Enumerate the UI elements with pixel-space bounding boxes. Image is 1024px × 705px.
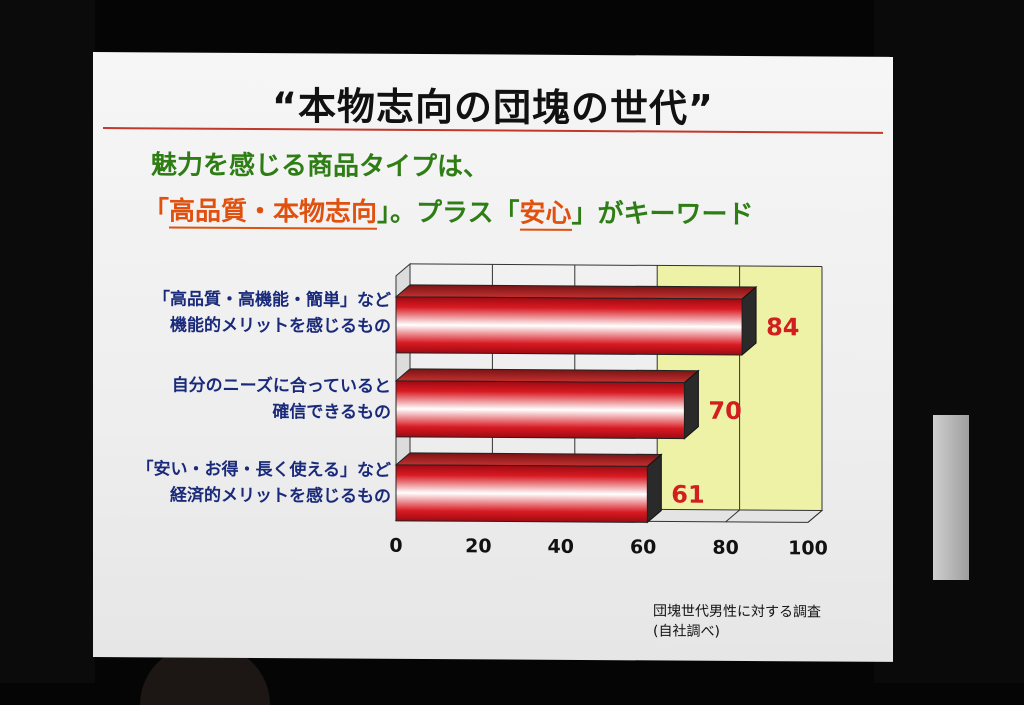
bar (395, 296, 743, 356)
x-tick-label: 0 (389, 535, 402, 557)
footnote-line-1: 団塊世代男性に対する調査 (653, 603, 821, 621)
bar-chart: 0 20 40 60 80 100 84 70 61 (389, 262, 828, 559)
room-background-left (0, 0, 95, 683)
bar-top (394, 368, 700, 384)
bar-end (683, 369, 699, 440)
side-panel (933, 415, 969, 580)
x-tick-label: 40 (548, 536, 574, 558)
bar-value-label: 70 (708, 397, 741, 425)
x-tick-label: 60 (630, 536, 656, 558)
chart-labels: 0 20 40 60 80 100 84 70 61 (389, 313, 828, 559)
grid-floor-line (807, 510, 823, 523)
bar-end (741, 285, 757, 357)
x-tick-label: 80 (712, 537, 738, 559)
bar-end (646, 453, 662, 524)
x-tick-label: 20 (465, 535, 491, 557)
bar-value-label: 61 (671, 481, 704, 509)
x-tick-label: 100 (788, 537, 828, 559)
bar-value-label: 84 (766, 313, 799, 341)
plot-top-edge (410, 263, 822, 267)
bar-top (394, 452, 663, 467)
footnote-line-2: (自社調べ) (653, 623, 720, 640)
room-background-right (874, 0, 1024, 683)
presentation-slide: “本物志向の団塊の世代” 魅力を感じる商品タイプは、 「高品質・本物志向」。プラ… (93, 52, 893, 662)
bar (395, 464, 648, 523)
bar (395, 380, 685, 440)
footnote: 団塊世代男性に対する調査 (自社調べ) (653, 601, 821, 642)
grid-floor-line (725, 509, 740, 523)
chart-bars (394, 284, 758, 524)
